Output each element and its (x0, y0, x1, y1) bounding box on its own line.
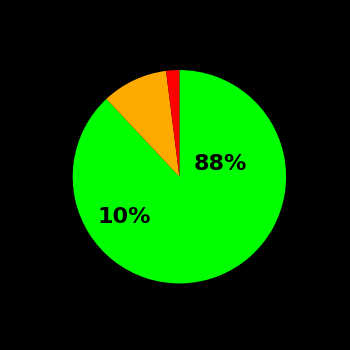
Wedge shape (166, 70, 180, 177)
Text: 88%: 88% (193, 154, 247, 174)
Wedge shape (73, 70, 286, 284)
Text: 10%: 10% (97, 207, 150, 227)
Wedge shape (106, 71, 179, 177)
